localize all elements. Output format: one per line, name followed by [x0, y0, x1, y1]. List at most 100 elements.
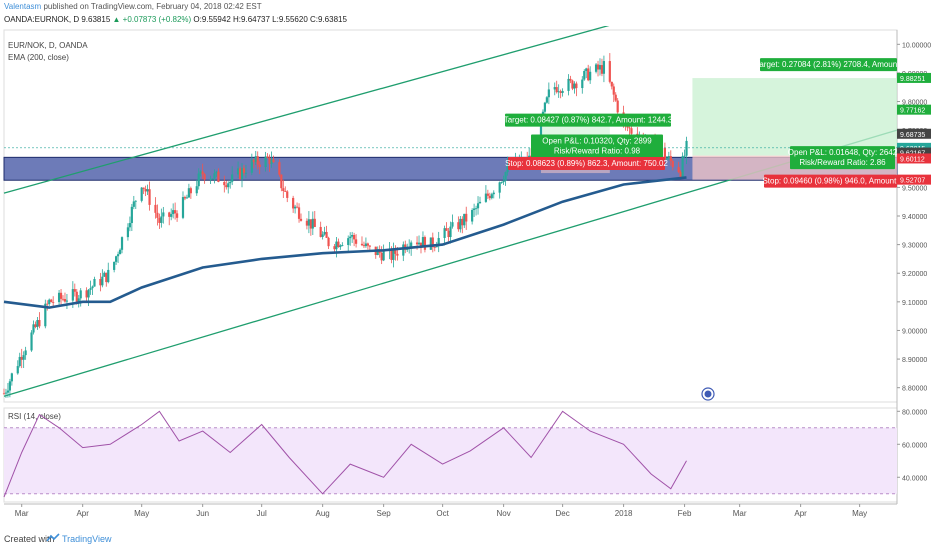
high-value: H:9.64737: [233, 15, 270, 24]
candle-body: [457, 222, 460, 230]
candle-body: [555, 87, 558, 93]
candle-body: [50, 299, 53, 303]
price-tick-label: 9.20000: [902, 271, 927, 278]
candle-body: [463, 213, 466, 226]
candle-body: [376, 249, 379, 255]
candle-body: [429, 237, 432, 250]
candle-body: [116, 254, 120, 257]
price-tag: 9.68735: [900, 132, 925, 139]
candle-body: [459, 218, 462, 230]
position-2-stop-label-bg: [764, 174, 897, 188]
candle-body: [351, 235, 354, 237]
candle-body: [415, 242, 419, 245]
candle-body: [175, 213, 179, 218]
candle-body: [148, 189, 151, 205]
candle-body: [79, 290, 82, 299]
candle-body: [585, 68, 588, 72]
candle-body: [486, 193, 489, 196]
candle-body: [52, 302, 55, 303]
candle-body: [75, 291, 78, 302]
time-tick-label: May: [852, 509, 867, 518]
candle-body: [669, 156, 672, 162]
candle-body: [571, 80, 574, 89]
candle-body: [610, 81, 613, 87]
time-tick-label: Oct: [436, 509, 449, 518]
position-2-pnl-label: Open P&L: 0.01648, Qty: 2642Risk/Reward …: [788, 146, 898, 170]
candle-body: [128, 223, 131, 228]
candle-body: [91, 286, 94, 289]
candle-body: [158, 217, 161, 223]
position-1-target-label-bg: [505, 113, 671, 127]
candle-body: [63, 299, 67, 302]
candle-body: [307, 219, 310, 226]
author-link[interactable]: Valentasm: [4, 2, 42, 11]
candle-body: [683, 155, 686, 157]
tradingview-brand-link[interactable]: TradingView: [62, 534, 112, 544]
candle-body: [608, 61, 611, 82]
candle-body: [417, 242, 421, 245]
position-1-pnl-label-text: Risk/Reward Ratio: 0.98: [554, 146, 641, 155]
candle-body: [321, 234, 324, 237]
candle-body: [394, 248, 397, 254]
price-tag: 9.52707: [900, 178, 925, 185]
time-tick-label: May: [134, 509, 149, 518]
chart-canvas[interactable]: 10.000009.900009.800009.700009.600009.50…: [0, 26, 932, 528]
time-tick-label: Mar: [733, 509, 747, 518]
candles: [2, 53, 688, 398]
candle-body: [583, 71, 586, 80]
position-1-target-label: Target: 0.08427 (0.87%) 842.7, Amount: 1…: [504, 113, 673, 127]
candle-body: [333, 246, 336, 250]
candle-body: [24, 350, 27, 356]
candle-body: [89, 288, 92, 290]
price-tag-bg: [897, 147, 931, 158]
price-tag: 9.60112: [900, 156, 925, 163]
candle-body: [217, 171, 220, 182]
candle-body: [504, 172, 507, 181]
candle-body: [282, 188, 285, 192]
candle-body: [431, 237, 434, 248]
time-tick-label: Jun: [196, 509, 209, 518]
candle-body: [295, 206, 299, 208]
position-2-target-label-bg: [760, 58, 897, 72]
candle-body: [598, 65, 602, 70]
position-2-profit-area: [692, 78, 897, 156]
candle-body: [71, 289, 74, 301]
candle-body: [34, 324, 37, 327]
candle-body: [238, 168, 242, 179]
candle-body: [8, 381, 12, 391]
candle-body: [421, 237, 425, 247]
candle-body: [380, 252, 383, 261]
candle-body: [545, 97, 548, 103]
candle-body: [490, 194, 493, 199]
candle-body: [240, 168, 244, 179]
candle-body: [423, 237, 427, 250]
candle-body: [231, 174, 234, 182]
candle-body: [142, 187, 145, 189]
candle-body: [323, 231, 326, 235]
candle-body: [614, 94, 617, 101]
candle-body: [360, 243, 364, 246]
candle-body: [443, 228, 446, 238]
candle-body: [46, 303, 49, 305]
candle-body: [144, 188, 147, 192]
candle-body: [474, 208, 478, 210]
created-with-label: Created with: [4, 534, 55, 544]
position-2-pnl-label-bg: [790, 146, 895, 170]
price-tag-bg: [897, 72, 931, 83]
position-1-pnl-label-bg: [531, 134, 663, 158]
candle-body: [327, 237, 330, 247]
candle-body: [168, 212, 171, 217]
time-tick-label: Feb: [678, 509, 692, 518]
event-marker-dot: [704, 390, 712, 398]
ema-legend: EMA (200, close): [8, 53, 69, 62]
candle-body: [252, 159, 255, 163]
position-2-target-label-text: Target: 0.27084 (2.81%) 2708.4, Amount:: [755, 60, 901, 69]
tradingview-logo-icon: [46, 533, 60, 545]
position-2-pnl-label-text: Risk/Reward Ratio: 2.86: [799, 158, 886, 167]
candle-body: [594, 64, 598, 72]
candle-body: [665, 158, 668, 160]
rsi-tick-label: 60.0000: [902, 442, 927, 449]
candle-body: [44, 303, 47, 327]
candle-body: [447, 230, 450, 238]
candle-body: [473, 208, 476, 210]
